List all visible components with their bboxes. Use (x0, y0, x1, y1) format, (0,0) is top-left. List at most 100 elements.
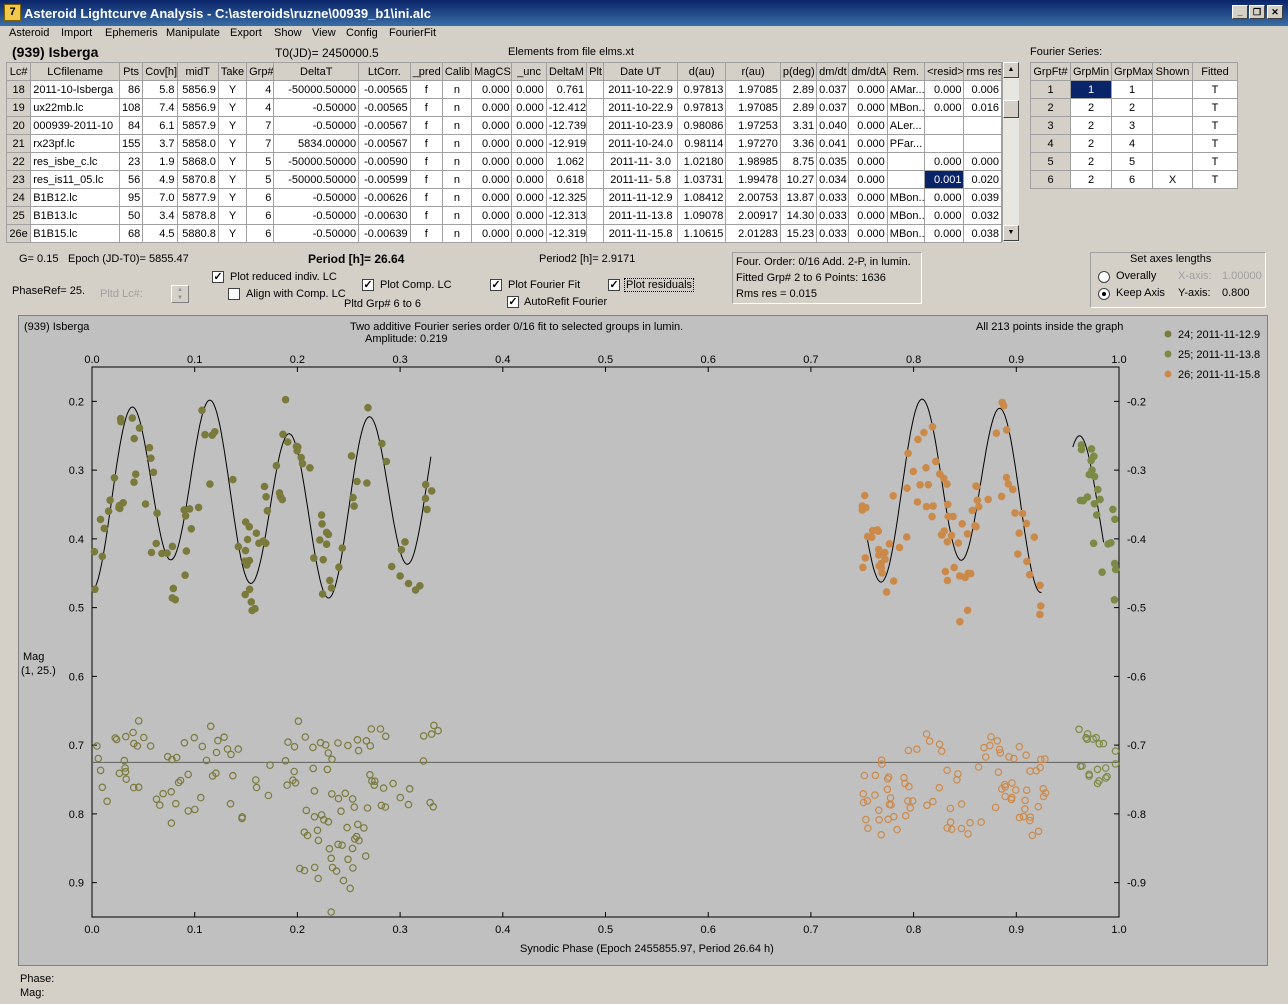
keep-axis-radio[interactable] (1098, 288, 1110, 300)
lc-cell[interactable]: n (441, 206, 473, 225)
lc-header-16[interactable]: d(au) (676, 62, 727, 81)
fourier-cell[interactable] (1152, 98, 1193, 117)
lc-header-23[interactable]: rms res (963, 62, 1002, 81)
lc-cell[interactable]: n (441, 134, 473, 153)
table-row[interactable]: 21 rx23pf.lc 155 3.7 5858.0 Y 7 5834.00000 -0.00… (5, 134, 1002, 153)
lc-cell[interactable]: 1.09078 (676, 206, 727, 225)
lc-cell[interactable]: 0.000 (511, 134, 547, 153)
lc-cell[interactable]: 0.000 (511, 98, 547, 117)
lc-cell[interactable]: 0.98114 (676, 134, 727, 153)
lc-cell[interactable]: 2011-10-22.9 (603, 80, 678, 99)
lc-cell[interactable]: -12.313 (545, 206, 588, 225)
lc-cell[interactable]: -0.50000 (273, 224, 360, 243)
lc-cell[interactable]: 6.1 (142, 116, 178, 135)
menu-show[interactable]: Show (274, 27, 302, 39)
lc-cell[interactable]: 0.038 (963, 224, 1002, 243)
lc-cell[interactable]: 7 (246, 116, 275, 135)
lc-cell[interactable]: 3.7 (142, 134, 178, 153)
lc-cell[interactable]: 0.000 (511, 116, 547, 135)
fourier-cell[interactable]: 2 (1070, 98, 1112, 117)
lc-cell[interactable]: 1.97085 (725, 98, 781, 117)
lc-cell[interactable]: 0.000 (471, 134, 513, 153)
lc-header-14[interactable]: Plt (586, 62, 605, 81)
lc-header-4[interactable]: midT (176, 62, 219, 81)
fourier-cell[interactable]: 2 (1070, 116, 1112, 135)
lc-cell[interactable]: 2011-11-15.8 (603, 224, 678, 243)
lc-cell[interactable]: 13.87 (779, 188, 818, 207)
lc-cell[interactable]: f (409, 224, 443, 243)
lc-cell[interactable]: 0.97813 (676, 98, 727, 117)
lc-cell[interactable]: 0.000 (511, 152, 547, 171)
menu-asteroid[interactable]: Asteroid (9, 27, 50, 39)
fourier-cell[interactable] (1152, 152, 1193, 171)
lc-cell[interactable]: Y (217, 224, 248, 243)
lc-header-5[interactable]: Take (217, 62, 248, 81)
lc-cell[interactable]: 0.000 (471, 206, 513, 225)
lc-cell[interactable]: 22 (5, 152, 32, 171)
lc-cell[interactable]: 2011-10-23.9 (603, 116, 678, 135)
lc-cell[interactable]: 0.039 (963, 188, 1002, 207)
lc-cell[interactable]: MBon... (886, 188, 926, 207)
menu-manipulate[interactable]: Manipulate (166, 27, 220, 39)
lc-cell[interactable]: -0.50000 (273, 206, 360, 225)
lc-cell[interactable]: Y (217, 134, 248, 153)
fourier-cell[interactable]: T (1192, 134, 1238, 153)
lc-cell[interactable]: 0.000 (848, 206, 888, 225)
lc-cell[interactable]: n (441, 170, 473, 189)
lc-cell[interactable]: ALer... (886, 116, 926, 135)
fourier-cell[interactable] (1152, 134, 1193, 153)
lc-cell[interactable] (924, 134, 965, 153)
y-axis-value[interactable]: 0.800 (1222, 287, 1250, 299)
lc-cell[interactable]: Y (217, 80, 248, 99)
align-comp-checkbox[interactable] (228, 288, 240, 300)
lc-cell[interactable]: 0.035 (816, 152, 850, 171)
lc-cell[interactable]: -12.325 (545, 188, 588, 207)
fourier-cell[interactable]: 4 (1030, 134, 1071, 153)
lc-cell[interactable]: Y (217, 170, 248, 189)
lc-cell[interactable]: 0.040 (816, 116, 850, 135)
lc-cell[interactable]: 0.000 (511, 80, 547, 99)
lc-cell[interactable]: 0.000 (848, 80, 888, 99)
table-row[interactable]: 25 B1B13.lc 50 3.4 5878.8 Y 6 -0.50000 -0.00630 f… (5, 206, 1002, 225)
lc-cell[interactable]: 5877.9 (176, 188, 219, 207)
lc-cell[interactable]: n (441, 152, 473, 171)
lc-cell[interactable]: 1.97253 (725, 116, 781, 135)
lc-cell[interactable]: 5856.9 (176, 98, 219, 117)
lc-cell[interactable]: 0.033 (816, 188, 850, 207)
lc-cell[interactable]: 0.618 (545, 170, 588, 189)
lc-cell[interactable]: 0.032 (963, 206, 1002, 225)
lc-cell[interactable]: 0.000 (471, 116, 513, 135)
lc-cell[interactable] (586, 152, 605, 171)
plot-residuals-checkbox[interactable]: ✓ (608, 279, 620, 291)
lc-cell[interactable]: 1.062 (545, 152, 588, 171)
lc-header-1[interactable]: LCfilename (30, 62, 121, 81)
lc-cell[interactable]: 0.000 (471, 152, 513, 171)
lc-cell[interactable]: 0.000 (848, 134, 888, 153)
menu-import[interactable]: Import (61, 27, 93, 39)
lc-cell[interactable]: 1.97270 (725, 134, 781, 153)
lc-cell[interactable]: -0.00565 (358, 98, 411, 117)
lc-cell[interactable]: 0.000 (471, 188, 513, 207)
lc-cell[interactable]: Y (217, 116, 248, 135)
fourier-cell[interactable]: 3 (1030, 116, 1071, 135)
lc-cell[interactable]: f (409, 80, 443, 99)
lc-cell[interactable]: 0.000 (924, 80, 965, 99)
table-row[interactable]: 19 ux22mb.lc 108 7.4 5856.9 Y 4 -0.50000 -0.0056… (5, 98, 1002, 117)
fourier-cell[interactable]: 6 (1111, 170, 1153, 189)
lc-cell[interactable]: 1.02180 (676, 152, 727, 171)
lc-cell[interactable]: 7.4 (142, 98, 178, 117)
lc-cell[interactable] (586, 80, 605, 99)
fourier-cell[interactable]: T (1192, 152, 1238, 171)
lc-cell[interactable]: -0.00567 (358, 134, 411, 153)
lc-cell[interactable]: f (409, 98, 443, 117)
lc-cell[interactable]: 3.4 (142, 206, 178, 225)
lc-cell[interactable]: 2011-10-22.9 (603, 98, 678, 117)
lc-cell[interactable]: 0.001 (924, 170, 965, 189)
table-row[interactable]: 18 2011-10-Isberga 86 5.8 5856.9 Y 4 -50000.500… (5, 80, 1002, 99)
lc-cell[interactable] (586, 170, 605, 189)
lc-cell[interactable] (963, 134, 1002, 153)
fourier-cell[interactable]: 2 (1070, 134, 1112, 153)
lc-cell[interactable]: 2011-11-13.8 (603, 206, 678, 225)
